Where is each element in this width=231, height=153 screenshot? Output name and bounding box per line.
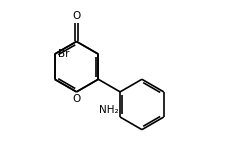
Text: O: O	[72, 11, 81, 21]
Text: NH₂: NH₂	[99, 104, 119, 115]
Text: O: O	[72, 94, 81, 104]
Text: Br: Br	[58, 49, 69, 59]
